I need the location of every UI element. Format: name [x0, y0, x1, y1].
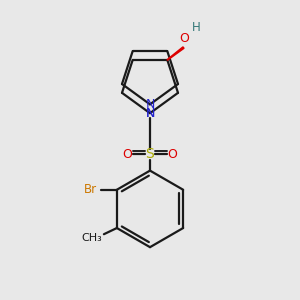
Polygon shape	[167, 47, 184, 60]
Text: N: N	[145, 107, 155, 120]
Text: H: H	[191, 21, 200, 34]
Text: O: O	[122, 148, 132, 161]
Text: CH₃: CH₃	[82, 233, 103, 243]
Text: S: S	[146, 147, 154, 161]
Text: N: N	[145, 98, 155, 111]
Text: Br: Br	[84, 183, 97, 196]
Text: N: N	[145, 107, 155, 120]
Text: O: O	[168, 148, 178, 161]
Text: O: O	[180, 32, 190, 45]
